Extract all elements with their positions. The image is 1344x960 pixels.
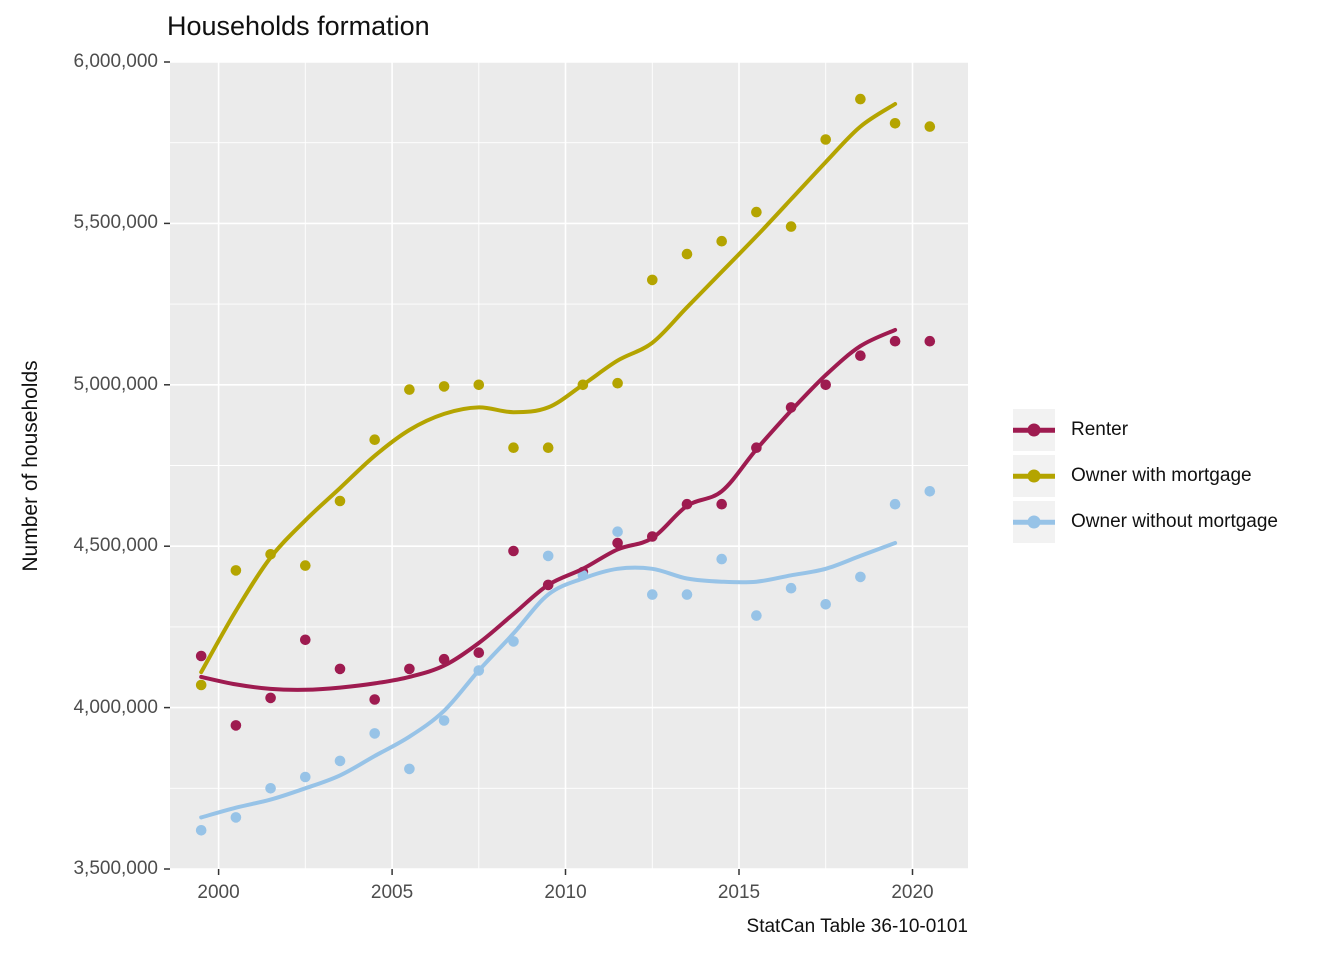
data-point-series-2: [820, 599, 831, 610]
data-point-series-0: [195, 650, 207, 662]
data-point-series-2: [334, 755, 346, 767]
y-tick-label: 6,000,000: [73, 51, 158, 72]
data-point-series-0: [889, 335, 901, 347]
legend-item-renter: Renter: [1013, 407, 1278, 453]
data-point-series-0: [404, 663, 415, 675]
data-point-series-0: [473, 647, 485, 658]
data-point-series-2: [889, 498, 901, 510]
point-swatch-icon: [1027, 423, 1041, 437]
data-point-series-1: [889, 118, 901, 129]
x-tick-label: 2020: [891, 882, 934, 903]
data-point-series-0: [820, 379, 831, 391]
data-point-series-2: [855, 571, 866, 583]
smooth-line-series-1: [199, 102, 898, 675]
x-tick-label: 2000: [197, 882, 240, 903]
data-point-series-1: [820, 134, 831, 145]
legend-key-owner-with-mortgage: [1013, 455, 1055, 497]
y-tick-label: 4,500,000: [73, 535, 158, 557]
plot-panel: [164, 61, 968, 875]
data-point-series-1: [508, 442, 519, 454]
y-tick-label: 5,000,000: [73, 373, 158, 395]
data-point-series-0: [438, 653, 450, 665]
data-point-series-0: [508, 545, 519, 557]
data-point-series-0: [369, 694, 380, 705]
data-point-series-1: [716, 235, 727, 247]
data-point-series-1: [473, 379, 485, 391]
legend-item-owner-without-mortgage: Owner without mortgage: [1013, 499, 1278, 545]
legend-key-owner-without-mortgage: [1013, 501, 1055, 543]
data-point-series-2: [681, 589, 693, 600]
data-point-series-2: [195, 825, 207, 836]
data-point-series-1: [438, 381, 450, 392]
data-point-series-2: [265, 783, 276, 794]
y-tick-label: 5,500,000: [73, 212, 158, 234]
data-point-series-2: [751, 610, 762, 621]
data-point-series-1: [542, 442, 554, 454]
data-point-series-1: [300, 560, 311, 571]
data-point-series-1: [785, 221, 797, 232]
data-point-series-1: [647, 274, 658, 286]
data-point-series-1: [334, 495, 346, 507]
y-tick-label: 4,000,000: [73, 696, 158, 718]
data-point-series-0: [612, 537, 623, 549]
data-point-series-1: [924, 121, 936, 132]
x-tick-label: 2005: [370, 882, 414, 903]
point-swatch-icon: [1027, 515, 1041, 529]
legend-label: Owner without mortgage: [1071, 511, 1278, 532]
point-swatch-icon: [1027, 469, 1041, 483]
data-point-series-2: [647, 589, 658, 600]
x-tick-label: 2015: [717, 882, 761, 903]
legend-label: Owner with mortgage: [1071, 465, 1252, 486]
data-point-series-1: [681, 248, 693, 260]
data-point-series-2: [542, 550, 554, 562]
x-tick-label: 2010: [544, 882, 587, 903]
legend-key-renter: [1013, 409, 1055, 451]
data-point-series-1: [230, 565, 242, 576]
data-point-series-0: [300, 634, 311, 646]
legend-label: Renter: [1071, 419, 1129, 440]
legend: Renter Owner with mortgage Owner without…: [1013, 407, 1278, 545]
y-tick-label: 3,500,000: [73, 858, 158, 879]
data-point-series-0: [855, 350, 866, 362]
data-point-series-2: [438, 715, 450, 726]
smooth-line-series-0: [199, 327, 898, 692]
data-point-series-2: [404, 763, 415, 775]
data-point-series-2: [300, 771, 311, 783]
data-point-series-0: [924, 335, 936, 347]
data-point-series-1: [195, 679, 207, 691]
data-point-series-2: [612, 526, 623, 537]
data-point-series-0: [334, 663, 346, 675]
legend-item-owner-with-mortgage: Owner with mortgage: [1013, 453, 1278, 499]
data-point-series-1: [612, 377, 623, 389]
data-point-series-1: [751, 206, 762, 218]
smooth-line-series-2: [199, 541, 898, 820]
chart-title: Households formation: [167, 11, 430, 41]
data-point-series-2: [924, 486, 936, 497]
data-point-series-1: [855, 93, 866, 105]
data-point-series-1: [369, 434, 380, 446]
data-point-series-0: [230, 720, 242, 731]
data-point-series-1: [404, 384, 415, 395]
data-point-series-2: [369, 728, 380, 739]
data-point-series-2: [785, 582, 797, 594]
data-point-series-0: [265, 692, 276, 704]
data-point-series-2: [230, 812, 242, 823]
chart-caption: StatCan Table 36-10-0101: [746, 916, 968, 937]
data-point-series-2: [716, 553, 727, 565]
data-point-series-0: [716, 498, 727, 510]
